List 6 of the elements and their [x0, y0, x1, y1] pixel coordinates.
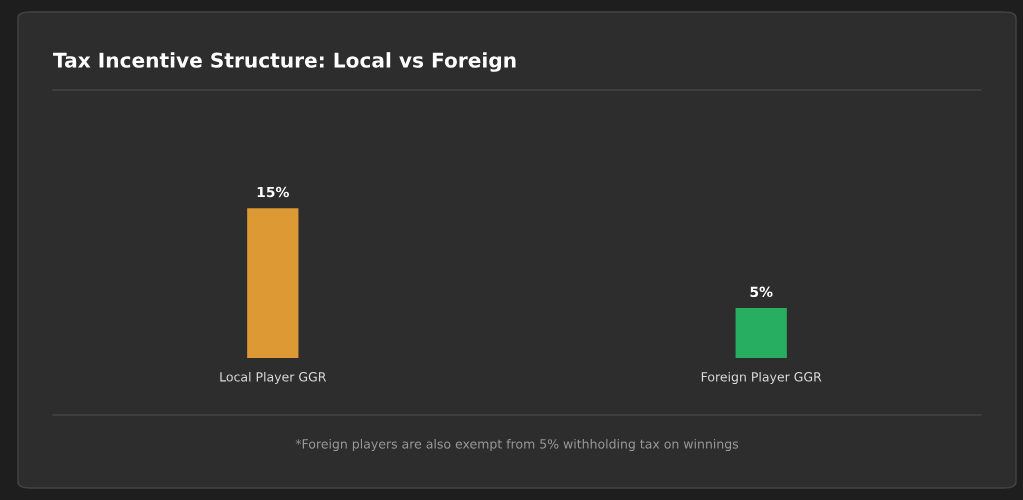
x-tick-label: Foreign Player GGR [701, 371, 822, 384]
data-label: 5% [750, 286, 773, 298]
x-tick-label: Local Player GGR [220, 371, 327, 384]
text: *Foreign players are also exempt from 5% withholding tax on winnings [295, 438, 739, 452]
chart-title: Tax Incentive Structure: Local vs Foreign [53, 52, 516, 72]
data-label: 15% [257, 186, 289, 198]
